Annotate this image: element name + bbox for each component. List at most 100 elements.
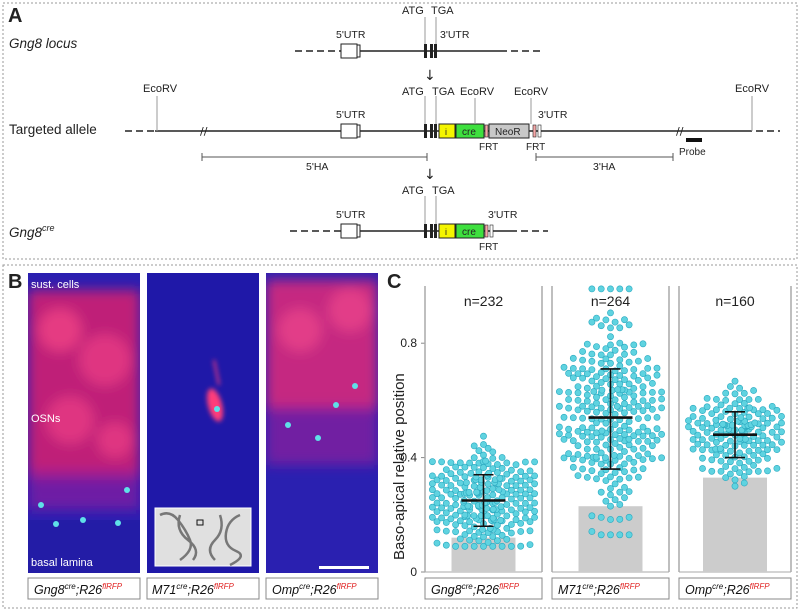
data-point [597, 404, 605, 412]
data-point [759, 432, 767, 440]
data-point [512, 516, 520, 524]
data-point [607, 491, 614, 499]
data-point [565, 396, 572, 403]
panel-bc-border [2, 264, 798, 609]
data-point [470, 512, 478, 519]
data-point [616, 531, 624, 539]
data-point [574, 396, 582, 404]
cre-box [455, 123, 485, 139]
c-caption-omp-sup: cre [712, 582, 724, 591]
data-point [428, 458, 436, 466]
y-tick-label: 0.8 [400, 336, 417, 350]
data-point [428, 486, 436, 494]
data-point [708, 434, 716, 442]
data-point [630, 408, 638, 415]
data-point [452, 463, 459, 471]
data-point [556, 423, 563, 431]
data-point [593, 445, 600, 453]
nucleus-marker [315, 435, 321, 441]
caption-omp-rep: ;R26 [310, 583, 336, 597]
data-point [583, 452, 591, 460]
tga-text-2: TGA [432, 86, 455, 98]
data-point [498, 542, 506, 550]
data-point [639, 397, 647, 404]
data-point [565, 369, 572, 377]
data-point [764, 454, 771, 462]
data-point [507, 466, 515, 474]
data-point [569, 414, 577, 422]
data-point [579, 465, 586, 473]
data-point [583, 370, 591, 378]
data-point [433, 539, 441, 547]
data-point [465, 488, 473, 496]
data-point [428, 494, 436, 501]
nucleus-marker [285, 422, 291, 428]
data-point [639, 465, 647, 473]
data-point [452, 494, 459, 502]
data-point [583, 391, 591, 399]
cre-text-2: cre [462, 227, 476, 238]
data-point [616, 515, 624, 523]
data-point [745, 457, 753, 465]
data-point [442, 466, 450, 473]
data-point [489, 448, 497, 456]
data-point [658, 430, 665, 438]
caption-m71-sup2: flRFP [214, 582, 235, 591]
data-point [644, 364, 652, 372]
data-point [565, 450, 572, 458]
data-point [759, 415, 767, 422]
data-point [742, 435, 749, 443]
data-point [569, 354, 577, 362]
data-point [433, 508, 441, 515]
data-point [484, 444, 492, 452]
data-point [489, 465, 497, 472]
data-point [644, 402, 652, 410]
data-point [583, 397, 591, 405]
data-point [649, 442, 656, 450]
data-point [740, 473, 748, 480]
data-point [493, 461, 501, 468]
data-point [602, 477, 610, 484]
cre-text: cre [462, 127, 476, 138]
data-point [526, 467, 534, 475]
data-point [607, 309, 614, 317]
data-point [498, 454, 506, 461]
data-point [442, 486, 450, 494]
data-point [579, 356, 586, 364]
data-point [602, 396, 610, 404]
data-point [560, 363, 568, 371]
utr5-box [340, 43, 358, 59]
data-point [658, 388, 665, 396]
data-point [593, 373, 600, 380]
data-point [597, 285, 605, 293]
y-axis-label: Baso-apical relative position [391, 373, 408, 560]
data-point [480, 451, 487, 459]
n-label: n=160 [715, 293, 755, 309]
data-point [579, 456, 586, 464]
data-point [484, 480, 492, 488]
data-point [473, 488, 480, 496]
data-point [593, 343, 600, 350]
data-point [428, 503, 436, 511]
data-point [764, 446, 771, 454]
data-point [639, 444, 647, 452]
data-point [574, 383, 582, 390]
data-point [588, 424, 596, 432]
data-point [635, 376, 642, 384]
ha3-text: 3'HA [593, 161, 615, 173]
data-point [639, 432, 647, 440]
data-point [699, 436, 706, 444]
data-point [607, 502, 614, 510]
data-point [717, 413, 725, 420]
data-point [512, 482, 520, 489]
row-label-cre-gene: Gng8 [9, 225, 43, 240]
data-point [602, 345, 610, 352]
data-point [635, 452, 642, 459]
svg-text://: // [200, 125, 208, 138]
data-point [496, 474, 504, 482]
data-point [428, 480, 436, 488]
data-point [625, 454, 633, 462]
data-point [579, 424, 586, 431]
data-point [447, 470, 455, 478]
utr5-text-2: 5'UTR [336, 109, 366, 121]
